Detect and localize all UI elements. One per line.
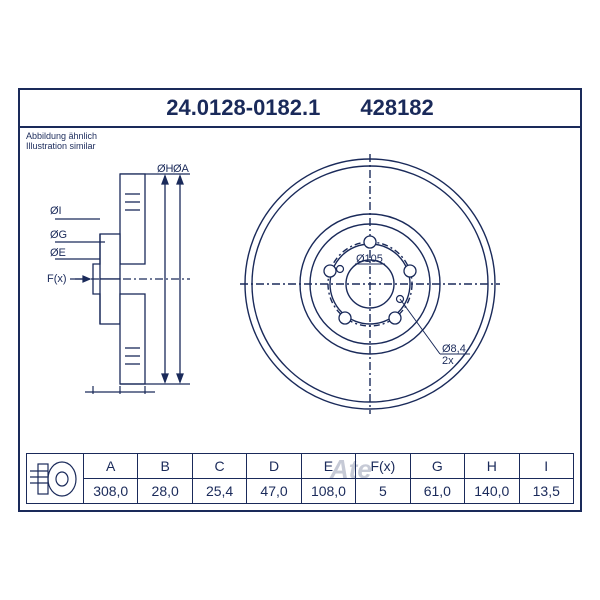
col-A: A <box>84 454 138 479</box>
val-Fx: 5 <box>356 479 410 504</box>
label-D: D <box>100 393 108 394</box>
val-C: 25,4 <box>192 479 246 504</box>
label-B: B <box>127 393 134 394</box>
disc-icon-cell <box>27 454 84 504</box>
val-E: 108,0 <box>301 479 355 504</box>
table-value-row: 308,0 28,0 25,4 47,0 108,0 5 61,0 140,0 … <box>27 479 574 504</box>
label-OG: ØG <box>50 229 67 241</box>
col-C: C <box>192 454 246 479</box>
col-I: I <box>519 454 574 479</box>
label-OH: ØH <box>157 164 174 175</box>
side-profile-view: ØI ØG ØE ØH ØA F(x) D B C (MTH) <box>45 164 195 394</box>
col-D: D <box>247 454 301 479</box>
val-G: 61,0 <box>410 479 464 504</box>
col-E: E <box>301 454 355 479</box>
front-circular-view: Ø105 Ø8,4 2x <box>240 154 500 414</box>
label-OA: ØA <box>173 164 190 175</box>
col-Fx: F(x) <box>356 454 410 479</box>
val-A: 308,0 <box>84 479 138 504</box>
col-H: H <box>465 454 519 479</box>
table-header-row: A B C D E F(x) G H I <box>27 454 574 479</box>
val-I: 13,5 <box>519 479 574 504</box>
val-D: 47,0 <box>247 479 301 504</box>
col-B: B <box>138 454 192 479</box>
col-G: G <box>410 454 464 479</box>
dimension-table: A B C D E F(x) G H I 308,0 28,0 25,4 47,… <box>26 453 574 504</box>
pin-label-2: 2x <box>442 355 454 367</box>
label-Fx: F(x) <box>47 273 67 285</box>
label-OI: ØI <box>50 205 62 217</box>
vented-disc-icon <box>30 459 80 499</box>
bolt-circle-label: Ø105 <box>356 253 383 265</box>
alt-number: 428182 <box>360 95 433 121</box>
diagram-area: ØI ØG ØE ØH ØA F(x) D B C (MTH) <box>20 144 580 434</box>
part-number: 24.0128-0182.1 <box>166 95 320 121</box>
val-B: 28,0 <box>138 479 192 504</box>
label-OE: ØE <box>50 247 66 259</box>
diagram-frame: 24.0128-0182.1 428182 Abbildung ähnlich … <box>18 88 582 512</box>
label-C: C (MTH) <box>147 393 189 394</box>
header: 24.0128-0182.1 428182 <box>20 90 580 128</box>
val-H: 140,0 <box>465 479 519 504</box>
pin-label-1: Ø8,4 <box>442 343 466 355</box>
